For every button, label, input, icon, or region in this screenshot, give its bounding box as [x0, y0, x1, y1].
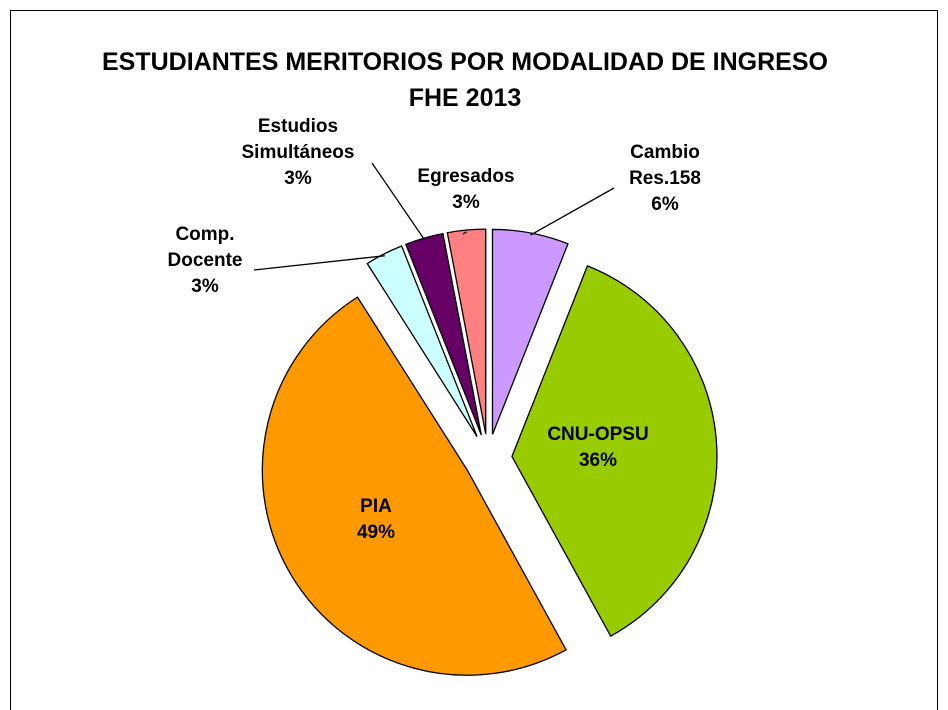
leader-line	[530, 187, 615, 236]
value-label: 3%	[191, 276, 219, 297]
slice-label: Egresados 3%	[417, 166, 514, 213]
pie-slice	[511, 265, 718, 638]
leader-line	[462, 231, 467, 235]
category-label: Egresados	[417, 166, 514, 187]
value-label: 6%	[651, 194, 679, 215]
value-label: 3%	[452, 192, 480, 213]
slice-label: Cambio Res.158 6%	[629, 142, 701, 215]
pie-slice	[366, 245, 478, 437]
slice-label: Comp. Docente 3%	[168, 224, 243, 297]
value-label: 36%	[579, 450, 617, 471]
category-line: Cambio	[630, 142, 700, 163]
category-label: Cambio Res.158	[629, 142, 701, 189]
category-label: CNU-OPSU	[547, 424, 648, 445]
category-line: Res.158	[629, 168, 701, 189]
category-label: PIA	[360, 496, 392, 517]
pie-slice	[491, 228, 569, 435]
slice-label: PIA 49%	[357, 496, 395, 543]
category-label: Estudios Simultáneos	[242, 116, 355, 163]
category-line: Estudios	[258, 116, 338, 137]
category-line: Comp.	[175, 224, 234, 245]
pie-slice	[261, 296, 567, 676]
category-label: Comp. Docente	[168, 224, 243, 271]
category-line: Simultáneos	[242, 142, 355, 163]
value-label: 3%	[284, 168, 312, 189]
slice-label: Estudios Simultáneos 3%	[242, 116, 355, 189]
pie-slice	[446, 228, 487, 435]
leader-line	[371, 162, 426, 241]
slice-label: CNU-OPSU 36%	[547, 424, 648, 471]
chart-title: ESTUDIANTES MERITORIOS POR MODALIDAD DE …	[102, 48, 828, 112]
category-line: Docente	[168, 250, 243, 271]
leader-line	[253, 255, 386, 271]
chart-frame	[10, 10, 938, 710]
value-label: 49%	[357, 522, 395, 543]
